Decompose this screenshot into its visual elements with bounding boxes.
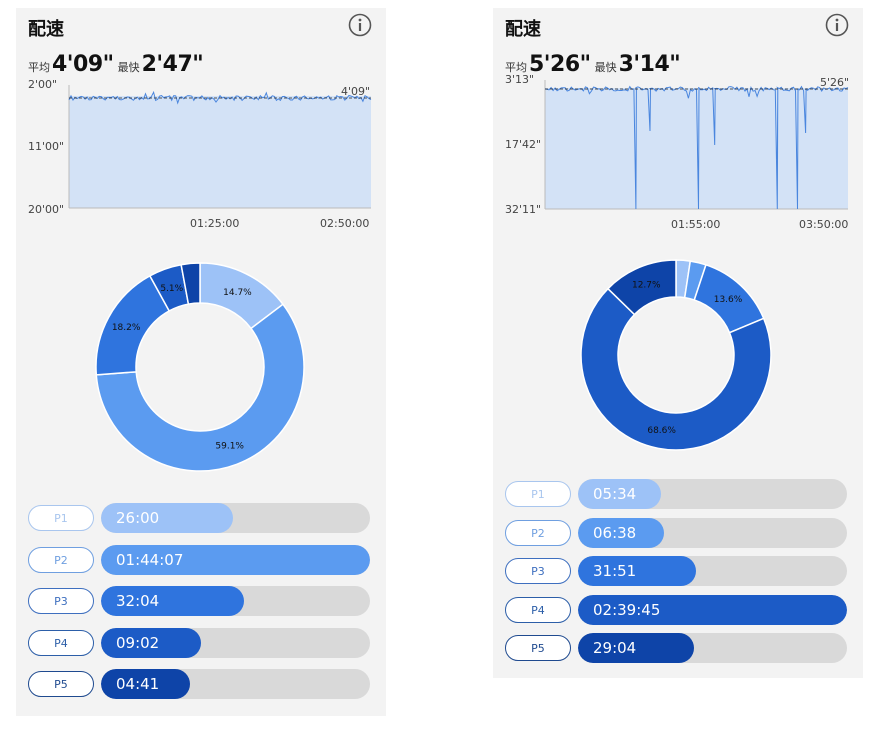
donut-slice-label: 14.7%	[223, 288, 252, 298]
panel-title: 配速	[505, 19, 541, 40]
zone-time: 09:02	[116, 633, 160, 652]
zone-bar-fill	[101, 503, 233, 533]
zone-label-p3[interactable]: P3	[505, 558, 571, 584]
pace-stats: 平均5'26" 最快3'14"	[505, 52, 684, 77]
zone-bar-fill	[578, 517, 665, 548]
donut-slice	[580, 287, 772, 451]
zone-label-p4[interactable]: P4	[28, 629, 94, 656]
zone-time: 06:38	[593, 523, 637, 542]
zone-time: 31:51	[593, 562, 637, 580]
donut-slice-label: 68.6%	[647, 426, 676, 436]
zone-label-p1[interactable]: P1	[505, 481, 571, 507]
zone-row-p3: P3 32:04	[28, 586, 370, 618]
zone-bar-fill	[101, 669, 190, 699]
best-label: 最快	[117, 61, 140, 74]
donut-slice	[180, 262, 201, 305]
y-tick-bottom: 20'00"	[28, 203, 64, 216]
info-icon[interactable]	[348, 13, 372, 37]
best-label: 最快	[594, 61, 617, 74]
pace-chart-area: 2'00" 11'00" 20'00" 4'09" 01:25:00 02:50…	[28, 78, 372, 472]
zone-label-p3[interactable]: P3	[28, 588, 94, 614]
best-value: 2'47"	[141, 52, 204, 77]
zone-bar-fill	[101, 627, 201, 658]
zone-bar-fill	[578, 556, 697, 586]
zone-bar-track: 05:34	[578, 479, 847, 509]
avg-label: 平均	[505, 61, 527, 74]
zone-row-p4: P4 09:02	[28, 627, 370, 660]
pace-chart-area: 3'13" 17'42" 32'11" 5'26" 01:55:00 03:50…	[505, 73, 849, 451]
donut-slice-label: 59.1%	[215, 442, 244, 452]
zone-label-p2[interactable]: P2	[28, 546, 94, 573]
zone-label-p5[interactable]: P5	[505, 635, 571, 661]
zone-time: 05:34	[593, 485, 637, 503]
zone-donut: 14.7% 59.1% 18.2% 5.1%	[95, 262, 305, 472]
zone-bar-track: 31:51	[578, 556, 847, 586]
donut-slice	[95, 303, 305, 472]
info-icon[interactable]	[825, 13, 849, 37]
donut-slice-label: 5.1%	[160, 284, 183, 294]
y-tick-top: 3'13"	[505, 73, 534, 86]
zone-row-p5: P5 29:04	[505, 633, 847, 665]
zone-row-p2: P2 06:38	[505, 517, 847, 550]
y-tick-mid: 11'00"	[28, 140, 64, 153]
zone-label-p1[interactable]: P1	[28, 505, 94, 531]
zone-donut: 13.6% 68.6% 12.7%	[580, 259, 772, 451]
zone-row-p1: P1 05:34	[505, 479, 847, 511]
avg-value: 4'09"	[52, 52, 114, 77]
zone-bar-fill	[101, 544, 370, 575]
zone-row-p5: P5 04:41	[28, 669, 370, 701]
zone-time: 29:04	[593, 639, 637, 657]
pace-stats: 平均4'09" 最快2'47"	[28, 52, 207, 77]
zone-bar-fill	[101, 586, 244, 616]
zone-bar-track: 06:38	[578, 517, 847, 548]
zone-row-p1: P1 26:00	[28, 503, 370, 535]
zone-bar-track: 04:41	[101, 669, 370, 699]
donut-slice-label: 18.2%	[112, 323, 141, 333]
panel-title: 配速	[28, 19, 64, 40]
pace-panel-left: 配速 平均4'09" 最快2'47" 2'00" 11'00" 20'00" 4'…	[16, 8, 386, 716]
zone-label-p4[interactable]: P4	[505, 596, 571, 623]
zone-row-p2: P2 01:44:07	[28, 544, 370, 577]
zone-bar-fill	[578, 479, 662, 509]
x-tick-2: 03:50:00	[799, 218, 848, 231]
y-tick-top: 2'00"	[28, 78, 57, 91]
avg-line-label: 5'26"	[820, 76, 849, 89]
zone-time: 04:41	[116, 675, 160, 693]
zone-bar-fill	[578, 633, 694, 663]
zone-row-p3: P3 31:51	[505, 556, 847, 588]
zone-bar-track: 29:04	[578, 633, 847, 663]
pace-panel-right: 配速 平均5'26" 最快3'14" 3'13" 17'42" 32'11" 5'…	[493, 8, 863, 678]
zone-time: 02:39:45	[593, 600, 661, 619]
x-tick-2: 02:50:00	[320, 217, 369, 230]
x-tick-1: 01:25:00	[190, 217, 239, 230]
avg-label: 平均	[28, 61, 50, 74]
avg-line-label: 4'09"	[341, 85, 370, 98]
y-tick-bottom: 32'11"	[505, 203, 541, 216]
zone-time: 26:00	[116, 509, 160, 527]
x-tick-1: 01:55:00	[671, 218, 720, 231]
zone-time: 01:44:07	[116, 550, 184, 569]
zone-bar-fill	[578, 594, 847, 625]
zone-time: 32:04	[116, 592, 160, 610]
zone-bar-track: 32:04	[101, 586, 370, 616]
pace-area-fill	[69, 96, 371, 208]
zone-row-p4: P4 02:39:45	[505, 594, 847, 627]
y-tick-mid: 17'42"	[505, 138, 541, 151]
best-value: 3'14"	[618, 52, 681, 77]
zone-label-p2[interactable]: P2	[505, 519, 571, 546]
zone-bar-track: 26:00	[101, 503, 370, 533]
donut-slice-label: 13.6%	[714, 295, 743, 305]
zone-label-p5[interactable]: P5	[28, 671, 94, 697]
zone-bar-track: 02:39:45	[578, 594, 847, 625]
donut-slice-label: 12.7%	[632, 281, 661, 291]
zone-bar-track: 09:02	[101, 627, 370, 658]
donut-slice	[606, 259, 677, 316]
zone-bar-track: 01:44:07	[101, 544, 370, 575]
avg-value: 5'26"	[529, 52, 591, 77]
pace-line	[68, 90, 372, 105]
